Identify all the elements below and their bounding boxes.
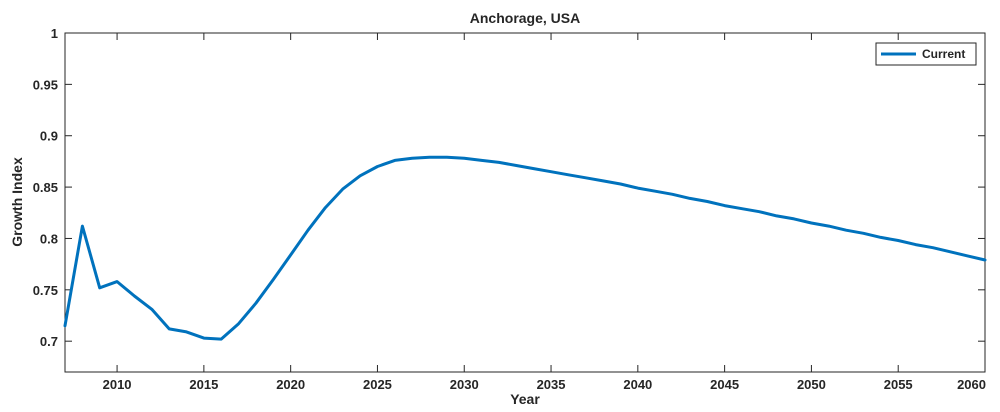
y-tick-label: 0.7 — [40, 334, 58, 349]
y-axis-label: Growth Index — [9, 157, 25, 247]
legend-label: Current — [922, 47, 965, 61]
y-axis-ticks: 0.7 0.75 0.8 0.85 0.9 0.95 1 — [33, 26, 985, 349]
x-axis-label: Year — [510, 391, 540, 407]
x-tick-label: 2045 — [710, 377, 739, 392]
x-tick-label: 2035 — [537, 377, 566, 392]
x-tick-label: 2060 — [957, 377, 986, 392]
series-layer — [63, 155, 987, 341]
y-tick-label: 0.9 — [40, 129, 58, 144]
y-tick-label: 1 — [51, 26, 58, 41]
x-tick-label: 2050 — [797, 377, 826, 392]
x-tick-label: 2055 — [884, 377, 913, 392]
y-tick-label: 0.8 — [40, 231, 58, 246]
legend: Current — [875, 42, 977, 66]
y-tick-label: 0.75 — [33, 283, 58, 298]
x-axis-ticks: 2010 2015 2020 2025 2030 2035 2040 2045 2050 2055… — [103, 33, 986, 392]
x-tick-label: 2020 — [276, 377, 305, 392]
series-line-current — [63, 155, 987, 341]
plot-area — [64, 32, 986, 373]
x-tick-label: 2040 — [623, 377, 652, 392]
x-tick-label: 2030 — [450, 377, 479, 392]
chart-title: Anchorage, USA — [470, 10, 580, 26]
y-tick-label: 0.85 — [33, 180, 58, 195]
x-tick-label: 2015 — [189, 377, 218, 392]
x-tick-label: 2010 — [103, 377, 132, 392]
y-tick-label: 0.95 — [33, 77, 58, 92]
legend-box — [875, 42, 977, 66]
x-tick-label: 2025 — [363, 377, 392, 392]
